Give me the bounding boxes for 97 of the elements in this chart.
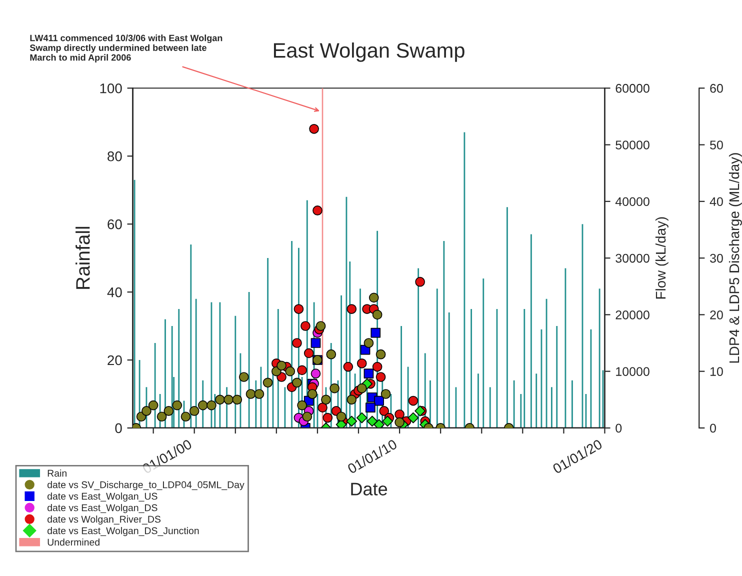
point xyxy=(148,400,158,410)
point xyxy=(356,358,367,368)
point xyxy=(206,400,216,410)
point xyxy=(156,412,167,422)
point xyxy=(379,406,390,416)
legend-label: date vs East_Wolgan_DS_Junction xyxy=(48,527,199,536)
point xyxy=(374,396,384,406)
y3-axis-title: LDP4 & LDP5 Discharge (ML/day) xyxy=(728,153,742,363)
y3-tick-label: 40 xyxy=(710,197,723,206)
point xyxy=(302,412,312,422)
point xyxy=(374,419,384,428)
point xyxy=(198,400,208,410)
point xyxy=(246,389,256,399)
y-tick-label: 100 xyxy=(100,83,122,94)
y3-tick-label: 20 xyxy=(710,310,723,320)
point xyxy=(364,338,374,348)
point xyxy=(322,412,333,423)
point xyxy=(316,321,326,331)
legend-label: date vs East_Wolgan_DS xyxy=(48,504,158,514)
point xyxy=(366,402,376,412)
point xyxy=(254,389,264,399)
y3-tick-label: 30 xyxy=(710,254,723,263)
point xyxy=(346,416,358,427)
point xyxy=(321,394,331,405)
y3-tick-label: 0 xyxy=(710,424,716,433)
point xyxy=(330,383,340,394)
annotation: LW411 commenced 10/3/06 with East Wolgan Swamp directly undermined between late March to mid April 2006 xyxy=(30,34,222,62)
point xyxy=(164,406,174,416)
point xyxy=(294,304,304,314)
legend-label: date vs Wolgan_River_DS xyxy=(48,516,161,525)
point xyxy=(310,368,321,379)
point xyxy=(172,400,182,410)
y3-tick-label: 10 xyxy=(710,367,723,376)
point xyxy=(366,416,378,427)
point xyxy=(326,349,336,360)
point xyxy=(356,412,368,424)
point xyxy=(312,206,322,216)
y2-tick-label: 30000 xyxy=(616,254,650,263)
point xyxy=(180,412,191,422)
point xyxy=(343,362,354,372)
point xyxy=(376,349,386,360)
point xyxy=(376,372,386,382)
point xyxy=(215,394,225,405)
y-tick-label: 20 xyxy=(108,355,122,366)
y-tick-label: 0 xyxy=(115,423,122,434)
y3-tick-label: 60 xyxy=(710,84,723,93)
point xyxy=(368,292,379,303)
point xyxy=(142,406,152,416)
point xyxy=(408,412,419,424)
point xyxy=(364,368,374,379)
y2-axis-title: Flow (kL/day) xyxy=(655,217,668,299)
point xyxy=(346,394,357,405)
point xyxy=(292,338,302,348)
y2-tick-label: 50000 xyxy=(616,140,650,150)
point xyxy=(238,372,249,382)
point xyxy=(372,310,382,320)
y2-tick-label: 60000 xyxy=(616,84,650,93)
y2-tick-label: 40000 xyxy=(615,197,650,206)
legend-label: Rain xyxy=(48,470,66,477)
point xyxy=(370,328,381,338)
chart-title: East Wolgan Swamp xyxy=(274,42,464,62)
point xyxy=(304,348,314,358)
point xyxy=(394,417,404,428)
legend-label: date vs East_Wolgan_US xyxy=(48,492,158,502)
point xyxy=(380,389,391,399)
point xyxy=(262,378,273,388)
y2-tick-label: 20000 xyxy=(616,310,650,320)
legend-label: Undermined xyxy=(48,538,100,546)
point xyxy=(346,304,357,314)
point xyxy=(309,124,319,134)
y-tick-label: 40 xyxy=(107,287,122,298)
x-axis-title: Date xyxy=(351,482,388,496)
y2-tick-label: 10000 xyxy=(616,367,650,376)
point xyxy=(310,338,321,348)
point xyxy=(415,276,425,287)
point xyxy=(356,383,367,394)
point xyxy=(394,409,404,420)
point xyxy=(276,360,286,371)
point xyxy=(232,394,242,405)
point xyxy=(318,402,328,412)
point xyxy=(336,412,346,422)
y2-tick-label: 0 xyxy=(616,424,622,433)
y-tick-label: 80 xyxy=(108,151,122,162)
y-axis-title: Rainfall xyxy=(76,226,90,289)
y3-tick-label: 50 xyxy=(710,140,723,150)
y-tick-label: 60 xyxy=(108,219,122,230)
point xyxy=(297,400,307,410)
point xyxy=(285,366,296,376)
point xyxy=(297,365,307,376)
point xyxy=(372,362,382,372)
point xyxy=(292,378,302,388)
point xyxy=(382,416,393,427)
point xyxy=(408,396,418,406)
legend-label: date vs SV_Discharge_to_LDP04_05ML_Day xyxy=(48,481,244,490)
point xyxy=(300,321,310,331)
point xyxy=(189,406,200,416)
point xyxy=(224,394,234,405)
